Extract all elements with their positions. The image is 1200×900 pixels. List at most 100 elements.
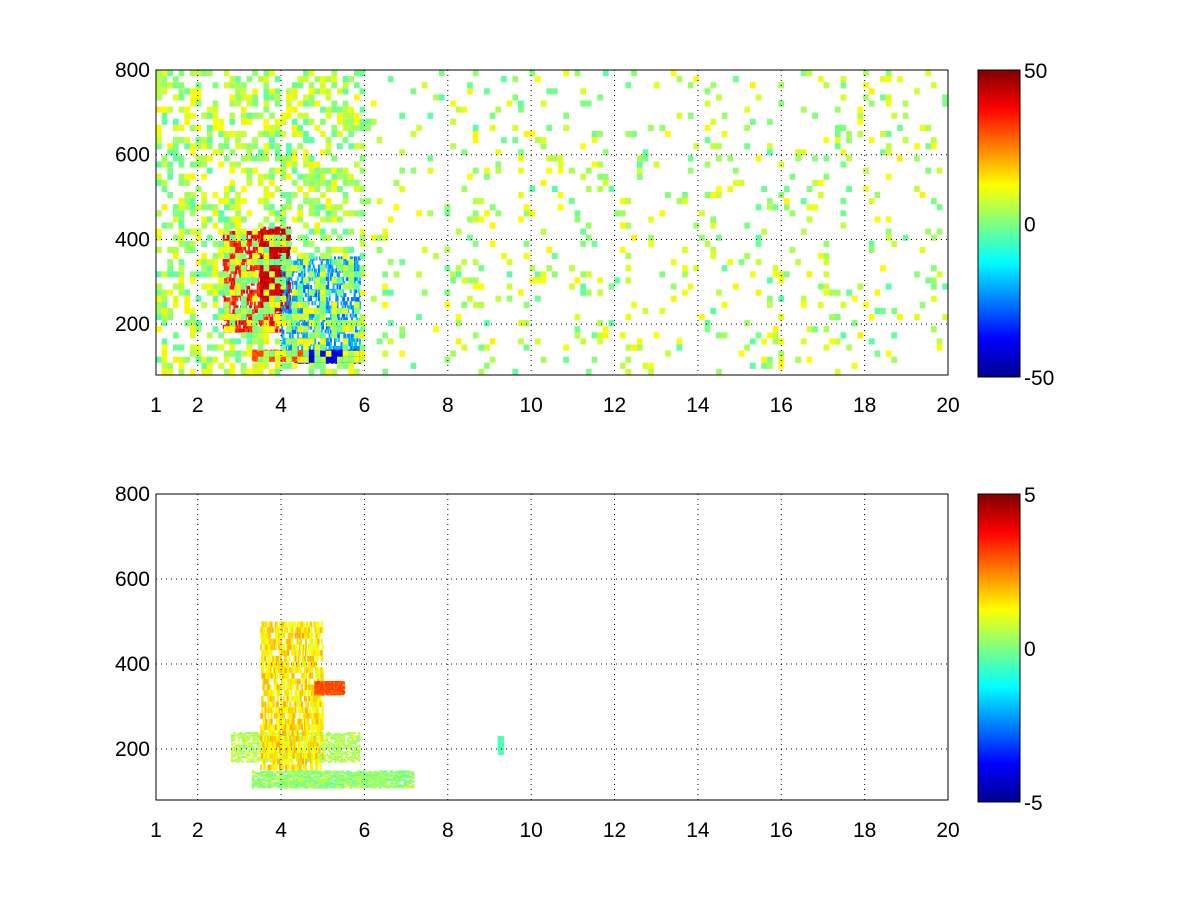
- top-heatmap-cell-2093: [314, 268, 317, 273]
- top-heatmap-cell-2451: [347, 333, 350, 338]
- top-heatmap-cell-2102: [315, 289, 318, 294]
- top-heatmap-cell-2520: [353, 346, 356, 351]
- top-heatmap-cell-4476: [189, 161, 196, 168]
- top-heatmap-cell-4780: [263, 320, 270, 327]
- top-heatmap-cell-4899: [286, 198, 292, 205]
- top-heatmap-cell-4853: [274, 143, 281, 150]
- top-heatmap-cell-3049: [329, 359, 332, 362]
- top-heatmap-cell-4539: [206, 234, 213, 241]
- top-heatmap-cell-4348: [161, 320, 168, 327]
- top-heatmap-cell-2577: [357, 280, 360, 285]
- top-heatmap-cell-4894: [286, 265, 292, 272]
- top-heatmap-cell-1966: [303, 333, 306, 338]
- top-heatmap-cell-2541: [355, 313, 357, 318]
- top-heatmap-cell-4718: [246, 259, 253, 266]
- top-heatmap-cell-510: [256, 246, 259, 251]
- top-heatmap-cell-2567: [356, 260, 359, 265]
- top-heatmap-cell-4767: [257, 179, 264, 186]
- top-heatmap-cell-4724: [246, 149, 253, 156]
- top-heatmap-cell-2531: [353, 268, 356, 273]
- top-heatmap-cell-4882: [280, 155, 287, 162]
- top-heatmap-cell-1643: [286, 233, 289, 237]
- top-heatmap-cell-4614: [223, 204, 230, 211]
- top-heatmap-cell-4605: [223, 289, 230, 296]
- top-heatmap-cell-4752: [252, 88, 258, 95]
- top-heatmap-cell-452: [252, 281, 255, 286]
- top-heatmap-cell-4829: [269, 124, 275, 131]
- top-heatmap-cell-1501: [281, 230, 284, 234]
- top-heatmap-cell-4968: [303, 259, 309, 266]
- top-heatmap-cell-2268: [329, 272, 332, 277]
- top-heatmap-cell-1379: [277, 285, 280, 289]
- top-heatmap-cell-4973: [303, 198, 309, 205]
- top-heatmap-cell-2809: [311, 358, 314, 361]
- top-heatmap-cell-4368: [167, 368, 173, 375]
- top-heatmap-cell-4790: [263, 204, 270, 211]
- top-heatmap-cell-4883: [280, 131, 287, 138]
- top-heatmap-cell-4519: [201, 204, 207, 211]
- top-heatmap-cell-2454: [347, 305, 350, 310]
- top-heatmap-cell-1826: [290, 276, 293, 281]
- top-heatmap-cell-4567: [212, 192, 219, 199]
- top-heatmap-cell-2068: [312, 346, 315, 351]
- top-heatmap-cell-1782: [286, 276, 289, 281]
- top-heatmap-cell-1705: [288, 295, 291, 299]
- top-heatmap-cell-182: [234, 242, 237, 247]
- top-heatmap-cell-1560: [283, 230, 286, 234]
- top-heatmap-cell-4456: [184, 106, 190, 113]
- top-heatmap-cell-531: [258, 293, 261, 298]
- top-heatmap-cell-4596: [218, 118, 224, 125]
- top-heatmap-cell-4611: [223, 228, 230, 235]
- top-heatmap-cell-2308: [335, 346, 338, 351]
- top-heatmap-cell-4416: [178, 271, 185, 278]
- top-heatmap-cell-4409: [178, 368, 185, 375]
- top-heatmap-cell-2128: [318, 297, 320, 302]
- top-heatmap-cell-4575: [218, 362, 224, 369]
- top-heatmap-cell-4444: [184, 246, 190, 253]
- top-heatmap-cell-1751: [283, 305, 286, 310]
- top-heatmap-cell-4608: [223, 253, 230, 260]
- top-heatmap-cell-4642: [229, 179, 236, 186]
- top-heatmap-cell-1114: [269, 278, 271, 283]
- top-heatmap-cell-2231: [327, 301, 330, 306]
- top-heatmap-cell-4788: [263, 234, 270, 241]
- top-heatmap-cell-4475: [189, 173, 196, 180]
- top-heatmap-cell-2081: [314, 337, 317, 342]
- top-heatmap-cell-106: [229, 242, 232, 247]
- top-heatmap-cell-449: [252, 309, 255, 314]
- top-heatmap-cell-4672: [235, 143, 241, 150]
- top-heatmap-cell-102: [229, 274, 232, 278]
- top-heatmap-cell-4532: [206, 344, 213, 351]
- top-heatmap-cell-4966: [303, 301, 309, 308]
- top-heatmap-cell-405: [249, 297, 252, 302]
- top-heatmap-cell-4690: [240, 271, 247, 278]
- top-heatmap-cell-2534: [353, 256, 356, 261]
- top-heatmap-cell-4526: [201, 137, 207, 144]
- top-heatmap-cell-2494: [351, 333, 353, 338]
- top-heatmap-cell-46: [225, 277, 228, 282]
- top-heatmap-cell-4865: [280, 314, 287, 321]
- top-heatmap-cell-3185: [339, 351, 342, 353]
- top-heatmap-cell-4697: [240, 198, 247, 205]
- top-heatmap-cell-4345: [161, 350, 168, 357]
- top-heatmap-cell-1704: [288, 298, 291, 302]
- top-heatmap-cell-4327: [156, 228, 162, 235]
- top-heatmap-cell-4673: [235, 137, 241, 144]
- top-heatmap-cell-4466: [189, 277, 196, 284]
- top-heatmap-cell-2538: [355, 329, 357, 334]
- top-heatmap-cell-1805: [289, 333, 291, 338]
- top-heatmap-cell-2132: [318, 272, 320, 277]
- top-heatmap-cell-533: [258, 281, 261, 286]
- top-heatmap-cell-2550: [355, 264, 357, 269]
- top-heatmap-cell-132: [231, 242, 234, 247]
- top-heatmap-cell-4470: [189, 228, 196, 235]
- top-heatmap-cell-4860: [274, 76, 281, 83]
- top-heatmap-cell-1969: [303, 321, 306, 326]
- top-heatmap-cell-2158: [320, 321, 323, 326]
- top-heatmap-cell-4701: [240, 143, 247, 150]
- top-heatmap-cell-4863: [280, 344, 287, 351]
- top-heatmap-cell-2167: [320, 260, 323, 265]
- top-heatmap-cell-2065: [311, 260, 314, 265]
- top-heatmap-cell-879: [260, 256, 263, 260]
